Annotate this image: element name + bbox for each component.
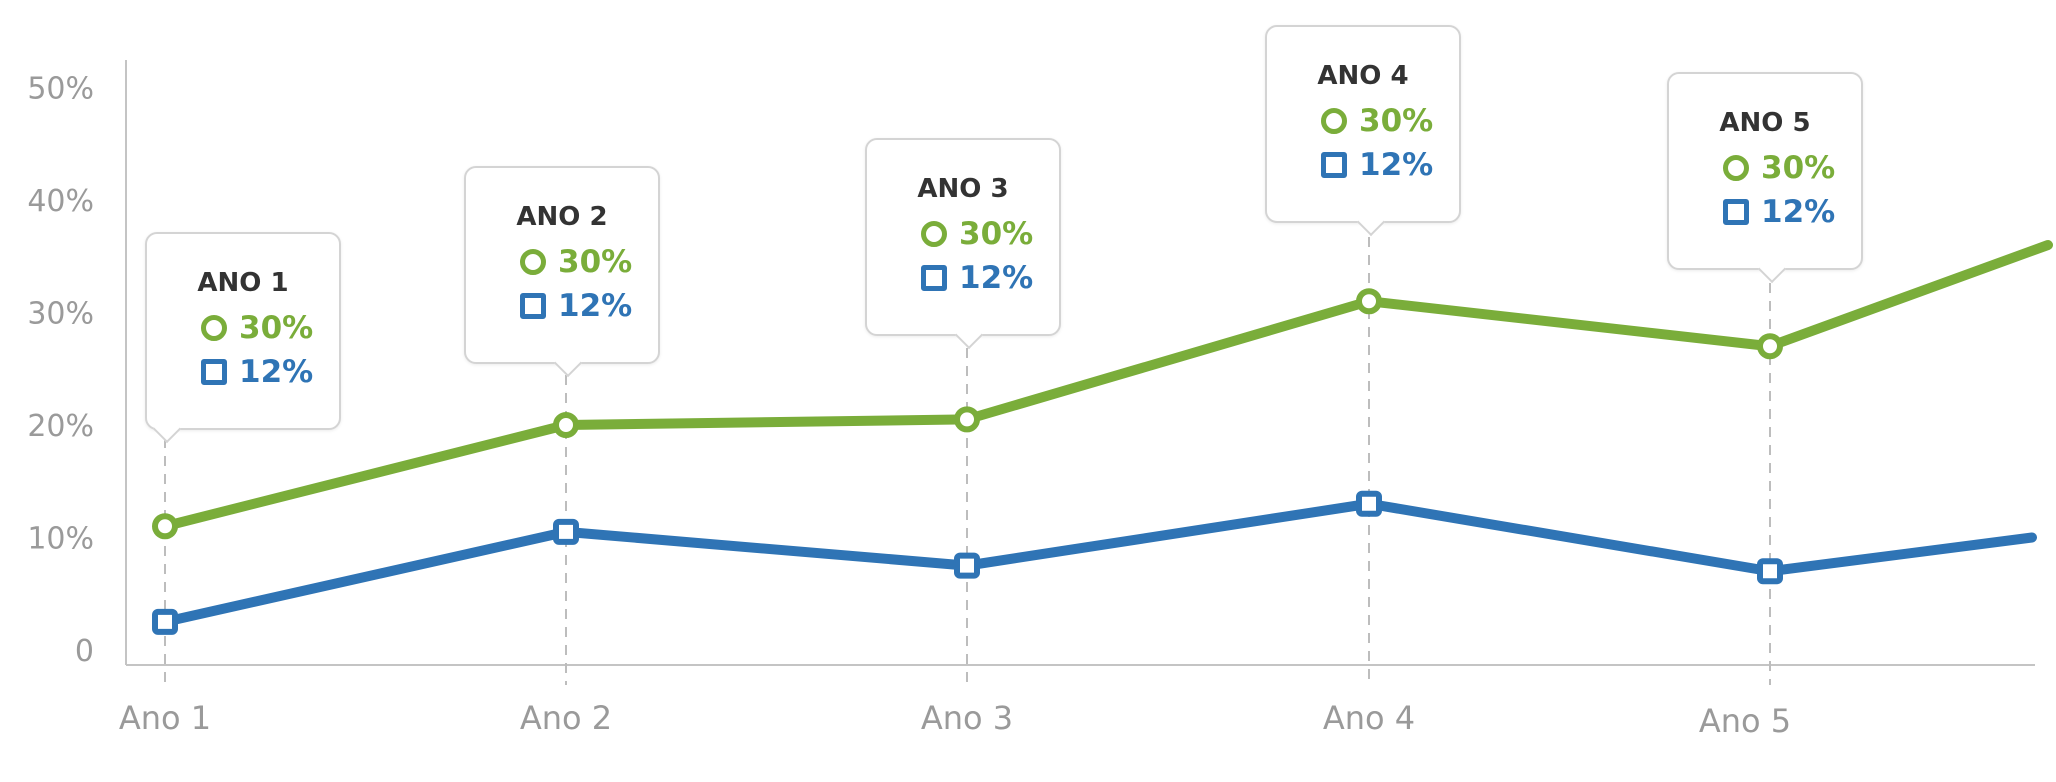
tooltip-blue-value: 12% xyxy=(239,354,314,390)
y-tick-label: 30% xyxy=(27,297,94,332)
tooltip-green-value: 30% xyxy=(1359,103,1434,139)
square-marker-icon xyxy=(520,293,546,319)
x-tick-label: Ano 4 xyxy=(1323,699,1415,737)
green-point-marker xyxy=(1356,288,1382,315)
tooltip-title: ANO 4 xyxy=(1317,61,1409,91)
y-tick-label: 0 xyxy=(75,634,94,669)
blue-point-marker xyxy=(954,552,980,579)
tooltip-blue-row: 12% xyxy=(147,350,339,394)
circle-marker-icon xyxy=(1321,108,1347,134)
blue-point-marker xyxy=(553,518,579,545)
blue-series-line xyxy=(160,498,2037,627)
tooltip-title: ANO 5 xyxy=(1719,108,1811,138)
x-tick-label: Ano 5 xyxy=(1699,702,1791,740)
x-tick-label: Ano 3 xyxy=(921,699,1013,737)
circle-marker-icon xyxy=(1723,155,1749,181)
tooltip-green-value: 30% xyxy=(558,244,633,280)
tooltip-box: ANO 2 30% 12% xyxy=(464,166,660,378)
green-point-marker xyxy=(1757,333,1783,360)
tooltip-title: ANO 1 xyxy=(197,268,289,298)
green-point-marker xyxy=(152,513,178,540)
green-point-marker xyxy=(553,412,579,438)
square-marker-icon xyxy=(201,359,227,385)
tooltip-green-row: 30% xyxy=(867,212,1059,256)
tooltip-blue-row: 12% xyxy=(867,256,1059,300)
square-marker-icon xyxy=(921,265,947,291)
x-tick-label: Ano 1 xyxy=(119,699,211,737)
square-marker-icon xyxy=(1723,199,1749,225)
tooltip-green-row: 30% xyxy=(1669,146,1861,190)
tooltip-box: ANO 4 30% 12% xyxy=(1265,25,1461,237)
tooltip-green-row: 30% xyxy=(1267,99,1459,143)
tooltip-green-row: 30% xyxy=(466,240,658,284)
tooltip-blue-value: 12% xyxy=(959,260,1034,296)
y-tick-label: 20% xyxy=(27,409,94,444)
tooltip-title: ANO 2 xyxy=(516,202,608,232)
blue-point-marker xyxy=(1757,558,1783,585)
green-series-line xyxy=(160,240,2053,532)
tooltip-green-value: 30% xyxy=(1761,150,1836,186)
tooltip-blue-value: 12% xyxy=(1359,147,1434,183)
tooltip-box: ANO 1 30% 12% xyxy=(145,232,341,444)
y-tick-label: 40% xyxy=(27,184,94,219)
tooltip-blue-row: 12% xyxy=(1267,143,1459,187)
blue-point-marker xyxy=(152,608,178,635)
tooltip-green-row: 30% xyxy=(147,306,339,350)
tooltip-blue-row: 12% xyxy=(466,284,658,328)
blue-point-marker xyxy=(1356,490,1382,517)
y-tick-label: 10% xyxy=(27,522,94,557)
tooltip-title: ANO 3 xyxy=(917,174,1009,204)
circle-marker-icon xyxy=(520,249,546,275)
circle-marker-icon xyxy=(921,221,947,247)
tooltip-box: ANO 3 30% 12% xyxy=(865,138,1061,350)
x-tick-label: Ano 2 xyxy=(520,699,612,737)
tooltip-green-value: 30% xyxy=(959,216,1034,252)
tooltip-blue-row: 12% xyxy=(1669,190,1861,234)
tooltip-box: ANO 5 30% 12% xyxy=(1667,72,1863,284)
tooltip-blue-value: 12% xyxy=(558,288,633,324)
y-tick-label: 50% xyxy=(27,72,94,107)
circle-marker-icon xyxy=(201,315,227,341)
green-point-marker xyxy=(954,406,980,433)
square-marker-icon xyxy=(1321,152,1347,178)
tooltip-green-value: 30% xyxy=(239,310,314,346)
tooltip-blue-value: 12% xyxy=(1761,194,1836,230)
